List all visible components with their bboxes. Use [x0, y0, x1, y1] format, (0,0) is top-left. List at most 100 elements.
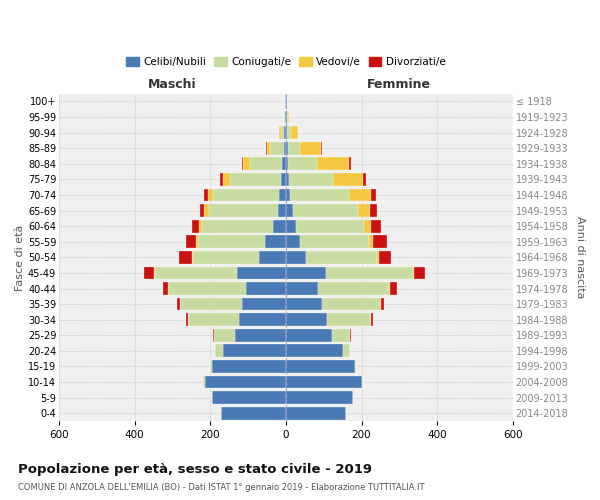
- Bar: [284, 142, 286, 154]
- Bar: [326, 266, 413, 280]
- Bar: [235, 329, 286, 342]
- Bar: [208, 188, 213, 202]
- Text: Femmine: Femmine: [367, 78, 431, 90]
- Bar: [279, 188, 286, 202]
- Bar: [349, 158, 352, 170]
- Bar: [185, 236, 196, 248]
- Bar: [286, 360, 355, 373]
- Bar: [286, 142, 288, 154]
- Bar: [202, 220, 272, 232]
- Bar: [203, 376, 205, 388]
- Bar: [178, 298, 179, 310]
- Bar: [154, 266, 155, 280]
- Text: COMUNE DI ANZOLA DELL'EMILIA (BO) - Dati ISTAT 1° gennaio 2019 - Elaborazione TU: COMUNE DI ANZOLA DELL'EMILIA (BO) - Dati…: [18, 482, 425, 492]
- Bar: [243, 158, 250, 170]
- Text: Maschi: Maschi: [148, 78, 197, 90]
- Bar: [286, 173, 289, 186]
- Bar: [288, 110, 289, 124]
- Bar: [286, 314, 327, 326]
- Y-axis label: Fasce di età: Fasce di età: [15, 224, 25, 290]
- Bar: [350, 329, 352, 342]
- Bar: [300, 142, 320, 154]
- Bar: [193, 220, 199, 232]
- Bar: [213, 329, 214, 342]
- Bar: [327, 314, 371, 326]
- Bar: [287, 110, 288, 124]
- Bar: [364, 220, 371, 232]
- Bar: [318, 282, 389, 295]
- Bar: [210, 360, 212, 373]
- Bar: [286, 251, 305, 264]
- Bar: [286, 344, 343, 357]
- Bar: [286, 282, 318, 295]
- Bar: [196, 236, 198, 248]
- Bar: [284, 110, 285, 124]
- Bar: [381, 298, 384, 310]
- Bar: [296, 220, 364, 232]
- Bar: [300, 236, 369, 248]
- Bar: [333, 173, 362, 186]
- Bar: [188, 314, 239, 326]
- Bar: [155, 266, 236, 280]
- Bar: [239, 314, 286, 326]
- Bar: [371, 314, 373, 326]
- Bar: [281, 126, 284, 139]
- Legend: Celibi/Nubili, Coniugati/e, Vedovi/e, Divorziati/e: Celibi/Nubili, Coniugati/e, Vedovi/e, Di…: [122, 53, 449, 72]
- Bar: [285, 95, 286, 108]
- Bar: [377, 251, 379, 264]
- Bar: [413, 266, 414, 280]
- Bar: [259, 251, 286, 264]
- Bar: [250, 158, 282, 170]
- Bar: [279, 126, 281, 139]
- Bar: [322, 298, 380, 310]
- Bar: [163, 282, 168, 295]
- Bar: [286, 236, 300, 248]
- Bar: [212, 360, 286, 373]
- Bar: [205, 376, 286, 388]
- Bar: [187, 314, 188, 326]
- Bar: [271, 142, 284, 154]
- Bar: [193, 251, 259, 264]
- Bar: [379, 251, 391, 264]
- Bar: [265, 236, 286, 248]
- Bar: [272, 220, 286, 232]
- Bar: [246, 282, 286, 295]
- Bar: [209, 204, 278, 217]
- Bar: [286, 126, 287, 139]
- Bar: [198, 236, 265, 248]
- Bar: [362, 173, 367, 186]
- Bar: [343, 344, 350, 357]
- Bar: [200, 204, 204, 217]
- Bar: [287, 126, 291, 139]
- Bar: [286, 110, 287, 124]
- Bar: [286, 376, 362, 388]
- Y-axis label: Anni di nascita: Anni di nascita: [575, 216, 585, 298]
- Bar: [293, 204, 358, 217]
- Bar: [290, 188, 349, 202]
- Bar: [281, 173, 286, 186]
- Bar: [358, 204, 370, 217]
- Bar: [286, 204, 293, 217]
- Bar: [242, 298, 286, 310]
- Bar: [242, 158, 243, 170]
- Bar: [373, 236, 387, 248]
- Bar: [414, 266, 425, 280]
- Bar: [285, 110, 286, 124]
- Text: Popolazione per età, sesso e stato civile - 2019: Popolazione per età, sesso e stato civil…: [18, 462, 372, 475]
- Bar: [230, 173, 281, 186]
- Bar: [169, 282, 246, 295]
- Bar: [286, 158, 288, 170]
- Bar: [220, 173, 223, 186]
- Bar: [289, 173, 333, 186]
- Bar: [320, 142, 322, 154]
- Bar: [389, 282, 390, 295]
- Bar: [266, 142, 271, 154]
- Bar: [286, 298, 322, 310]
- Bar: [215, 344, 223, 357]
- Bar: [179, 251, 192, 264]
- Bar: [286, 391, 353, 404]
- Bar: [213, 188, 279, 202]
- Bar: [143, 266, 154, 280]
- Bar: [291, 126, 298, 139]
- Bar: [349, 188, 371, 202]
